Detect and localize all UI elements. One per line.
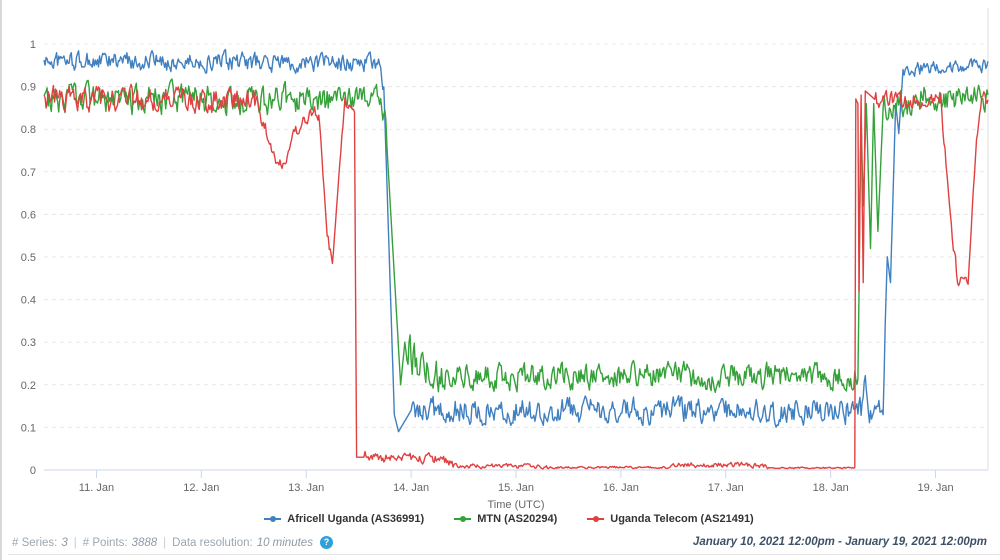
y-axis-tick-label: 0.6 bbox=[21, 209, 36, 221]
series-count-value: 3 bbox=[61, 536, 68, 549]
legend-item-mtn[interactable]: MTN (AS20294) bbox=[454, 513, 557, 525]
y-axis-tick-label: 0.1 bbox=[21, 422, 36, 434]
data-resolution-label: Data resolution: bbox=[172, 536, 253, 549]
x-axis-tick-label: 16. Jan bbox=[603, 482, 639, 494]
y-axis-tick-label: 0.7 bbox=[21, 167, 36, 179]
series-count-label: # Series: bbox=[12, 536, 58, 549]
legend-label-mtn: MTN (AS20294) bbox=[477, 513, 558, 525]
x-axis-tick-label: 14. Jan bbox=[393, 482, 429, 494]
x-axis-tick-label: 11. Jan bbox=[79, 482, 114, 494]
x-axis-tick-label: 15. Jan bbox=[498, 482, 534, 494]
africell-series-marker-icon bbox=[264, 515, 282, 524]
data-resolution-value: 10 minutes bbox=[256, 536, 313, 549]
x-axis-tick-label: 19. Jan bbox=[918, 482, 954, 494]
x-axis-tick-label: 13. Jan bbox=[288, 482, 324, 494]
y-axis-tick-label: 0.3 bbox=[21, 337, 36, 349]
chart-metadata-bar: # Series: 3 | # Points: 3888 | Data reso… bbox=[12, 536, 333, 549]
points-count-value: 3888 bbox=[131, 536, 158, 549]
y-axis-tick-label: 0.5 bbox=[21, 252, 36, 264]
x-axis-title: Time (UTC) bbox=[487, 499, 544, 511]
points-count-label: # Points: bbox=[82, 536, 128, 549]
x-axis-tick-label: 18. Jan bbox=[813, 482, 849, 494]
mtn-series-marker-icon bbox=[454, 515, 472, 524]
legend-item-uganda-telecom[interactable]: Uganda Telecom (AS21491) bbox=[587, 513, 754, 525]
y-axis-tick-label: 0 bbox=[30, 465, 36, 477]
chart-legend: Africell Uganda (AS36991) MTN (AS20294) … bbox=[0, 513, 1000, 525]
metadata-separator: | bbox=[163, 536, 167, 549]
help-icon[interactable]: ? bbox=[319, 536, 333, 549]
x-axis-tick-label: 12. Jan bbox=[183, 482, 219, 494]
x-axis-tick-label: 17. Jan bbox=[708, 482, 744, 494]
series-line-1[interactable] bbox=[43, 78, 989, 393]
legend-item-africell-uganda[interactable]: Africell Uganda (AS36991) bbox=[264, 513, 424, 525]
y-axis-tick-label: 0.2 bbox=[21, 380, 36, 392]
y-axis-tick-label: 0.8 bbox=[21, 124, 36, 136]
series-line-2[interactable] bbox=[43, 83, 989, 470]
legend-label-africell-uganda: Africell Uganda (AS36991) bbox=[287, 513, 425, 525]
panel-left-border bbox=[0, 0, 2, 560]
uganda-telecom-series-marker-icon bbox=[587, 515, 605, 524]
y-axis-tick-label: 0.4 bbox=[21, 295, 36, 307]
metadata-separator: | bbox=[73, 536, 77, 549]
bottom-divider bbox=[8, 554, 1000, 555]
series-line-0[interactable] bbox=[43, 48, 989, 433]
date-range-text: January 10, 2021 12:00pm - January 19, 2… bbox=[692, 536, 987, 548]
legend-label-uganda-telecom: Uganda Telecom (AS21491) bbox=[610, 513, 754, 525]
y-axis-tick-label: 1 bbox=[30, 39, 36, 51]
y-axis-tick-label: 0.9 bbox=[21, 82, 36, 94]
time-series-chart-plot-area[interactable]: 0 0.1 0.2 0.3 0.4 0.5 0.6 0.7 0.8 0.9 1 11. Jan 12. … bbox=[0, 0, 1000, 512]
